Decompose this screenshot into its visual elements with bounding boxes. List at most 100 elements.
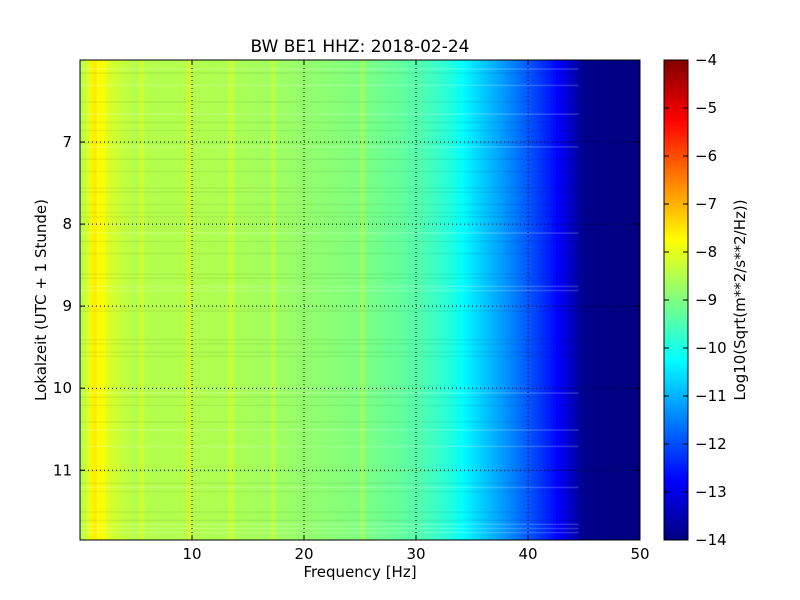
- heatmap-cell-column: [152, 60, 157, 540]
- heatmap-cell-column: [320, 60, 325, 540]
- heatmap-cell-column: [312, 60, 316, 540]
- heatmap-time-band: [80, 531, 579, 534]
- heatmap-cell-column: [119, 60, 123, 540]
- heatmap-cell-column: [306, 60, 311, 540]
- colorbar-tick-label: −9: [695, 291, 717, 309]
- heatmap-time-band: [80, 429, 579, 431]
- heatmap-cell-column: [122, 60, 126, 540]
- heatmap-cell-column: [225, 60, 229, 540]
- heatmap-cell-column: [376, 60, 381, 540]
- heatmap-time-band: [80, 343, 579, 345]
- heatmap-cell-column: [180, 60, 185, 540]
- heatmap-cell-column: [158, 60, 162, 540]
- heatmap-cell-column: [371, 60, 375, 540]
- heatmap-cell-column: [494, 60, 498, 540]
- x-tick-label: 20: [294, 545, 313, 563]
- heatmap-time-band: [80, 142, 579, 144]
- heatmap-time-band: [80, 355, 579, 357]
- heatmap-time-band: [80, 191, 579, 193]
- heatmap-cell-column: [362, 60, 367, 540]
- heatmap-cell-column: [385, 60, 389, 540]
- heatmap-cell-column: [609, 60, 613, 540]
- heatmap-cell-column: [147, 60, 151, 540]
- heatmap-cell-column: [402, 60, 406, 540]
- heatmap-cell-column: [166, 60, 171, 540]
- heatmap-cell-column: [435, 60, 439, 540]
- heatmap-cell-column: [281, 60, 285, 540]
- heatmap-cell-column: [138, 60, 143, 540]
- heatmap-cell-column: [144, 60, 148, 540]
- heatmap-cell-column: [575, 60, 579, 540]
- heatmap-cell-column: [444, 60, 448, 540]
- heatmap-time-band: [80, 277, 579, 280]
- heatmap-time-band: [80, 72, 579, 74]
- heatmap-cell-column: [528, 60, 532, 540]
- heatmap-cell-column: [410, 60, 414, 540]
- heatmap-cell-column: [404, 60, 409, 540]
- heatmap-cell-column: [245, 60, 249, 540]
- heatmap-cell-column: [105, 60, 109, 540]
- heatmap-time-band: [80, 351, 579, 353]
- colorbar-tick-label: −7: [695, 195, 717, 213]
- heatmap-cell-column: [497, 60, 501, 540]
- heatmap-cell-column: [206, 60, 210, 540]
- heatmap-cell-column: [463, 60, 467, 540]
- heatmap-cell-column: [351, 60, 355, 540]
- heatmap-time-band: [80, 486, 579, 489]
- heatmap-cell-column: [270, 60, 274, 540]
- heatmap-cell-column: [231, 60, 235, 540]
- heatmap-cell-column: [628, 60, 633, 540]
- heatmap-cell-column: [295, 60, 299, 540]
- heatmap-cell-column: [354, 60, 358, 540]
- spectrogram-heatmap: [80, 60, 640, 540]
- heatmap-cell-column: [469, 60, 473, 540]
- heatmap-cell-column: [214, 60, 218, 540]
- heatmap-cell-column: [175, 60, 179, 540]
- heatmap-cell-column: [211, 60, 215, 540]
- heatmap-cell-column: [592, 60, 596, 540]
- heatmap-cell-column: [416, 60, 420, 540]
- heatmap-cell-column: [614, 60, 619, 540]
- heatmap-time-band: [80, 211, 579, 214]
- y-tick-label: 10: [53, 379, 72, 397]
- heatmap-cell-column: [522, 60, 526, 540]
- heatmap-cell-column: [441, 60, 445, 540]
- x-tick-label: 50: [630, 545, 649, 563]
- heatmap-cell-column: [116, 60, 120, 540]
- heatmap-time-band: [80, 146, 579, 148]
- heatmap-cell-column: [458, 60, 462, 540]
- heatmap-cell-column: [637, 60, 640, 540]
- heatmap-cell-column: [141, 60, 145, 540]
- x-tick-label: 30: [406, 545, 425, 563]
- heatmap-time-band: [80, 158, 579, 161]
- heatmap-time-band: [80, 470, 579, 472]
- heatmap-time-band: [80, 252, 579, 255]
- heatmap-cell-column: [292, 60, 297, 540]
- heatmap-cell-column: [539, 60, 543, 540]
- heatmap-cell-column: [612, 60, 616, 540]
- heatmap-cell-column: [564, 60, 568, 540]
- heatmap-cell-column: [164, 60, 168, 540]
- heatmap-cell-column: [309, 60, 313, 540]
- heatmap-cell-column: [208, 60, 213, 540]
- heatmap-cell-column: [124, 60, 129, 540]
- heatmap-time-band: [80, 490, 579, 493]
- heatmap-cell-column: [570, 60, 574, 540]
- heatmap-cell-column: [430, 60, 434, 540]
- heatmap-cell-column: [500, 60, 504, 540]
- heatmap-cell-column: [194, 60, 199, 540]
- heatmap-cell-column: [278, 60, 283, 540]
- heatmap-cell-column: [326, 60, 330, 540]
- heatmap-cell-column: [547, 60, 551, 540]
- heatmap-cell-column: [284, 60, 288, 540]
- heatmap-cell-column: [346, 60, 350, 540]
- heatmap-cell-column: [127, 60, 131, 540]
- heatmap-cell-column: [556, 60, 560, 540]
- heatmap-time-band: [80, 310, 579, 312]
- heatmap-cell-column: [480, 60, 484, 540]
- heatmap-cell-column: [581, 60, 585, 540]
- heatmap-time-band: [80, 240, 579, 243]
- heatmap-cell-column: [250, 60, 255, 540]
- heatmap-cell-column: [262, 60, 266, 540]
